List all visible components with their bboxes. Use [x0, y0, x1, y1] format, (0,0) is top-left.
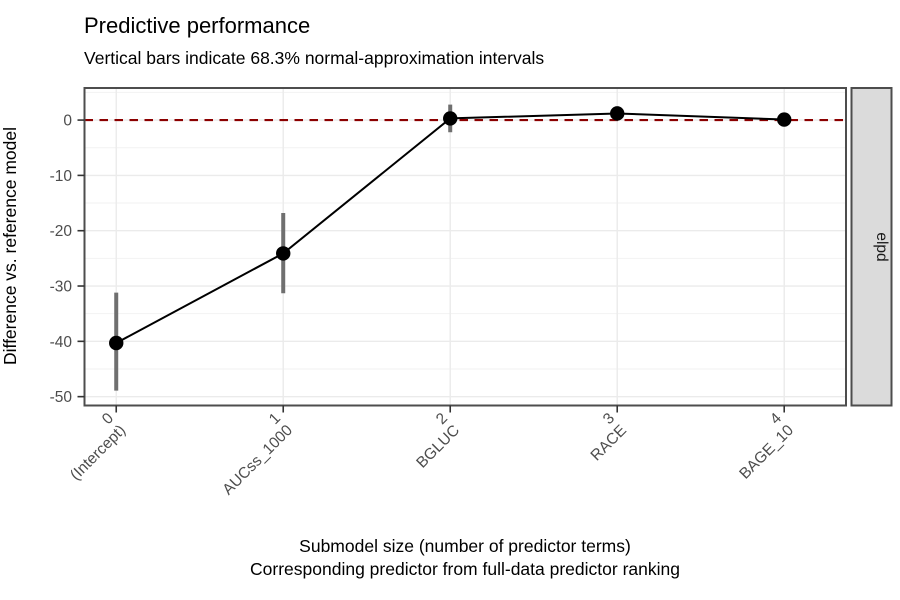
x-axis-tick-labels: 0(Intercept) 1AUCss_1000 2BGLUC 3RACE 4BAGE_…: [55, 410, 797, 499]
x-axis-title-line2: Corresponding predictor from full-data p…: [250, 559, 680, 579]
panel-border: [83, 87, 847, 407]
x-tick-label: 2BGLUC: [401, 410, 463, 472]
facet-strip-label: elpd: [873, 232, 890, 261]
y-tick-label: -10: [50, 168, 73, 185]
x-tick-label: 1AUCss_1000: [207, 410, 296, 499]
x-tick-label: 0(Intercept): [55, 410, 129, 484]
data-point: [610, 106, 625, 121]
gridlines-major: [84, 88, 846, 406]
facet-strip: [850, 87, 893, 407]
y-axis-title: Difference vs. reference model: [0, 127, 20, 365]
data-points-layer: [109, 106, 792, 351]
facet-strip-layer: [850, 87, 893, 407]
data-point: [276, 246, 291, 261]
plot-title: Predictive performance: [84, 13, 310, 38]
y-tick-label: -30: [50, 279, 73, 296]
data-point: [109, 335, 124, 351]
data-point: [777, 112, 792, 127]
x-tick-label: 4BAGE_10: [724, 410, 797, 483]
y-tick-label: 0: [63, 113, 72, 130]
y-tick-label: -50: [50, 389, 73, 406]
data-point: [443, 111, 458, 126]
x-tick-label: 3RACE: [576, 410, 631, 465]
axis-ticks-layer: [77, 119, 786, 413]
gridlines-minor: [84, 91, 846, 370]
y-tick-label: -40: [50, 334, 73, 351]
panel-border-layer: [83, 87, 847, 407]
x-axis-title-line1: Submodel size (number of predictor terms…: [299, 536, 631, 556]
y-tick-label: -20: [50, 223, 73, 240]
y-axis-tick-labels: 0 -10 -20 -30 -40 -50: [50, 113, 73, 407]
plot-subtitle: Vertical bars indicate 68.3% normal-appr…: [84, 48, 544, 68]
